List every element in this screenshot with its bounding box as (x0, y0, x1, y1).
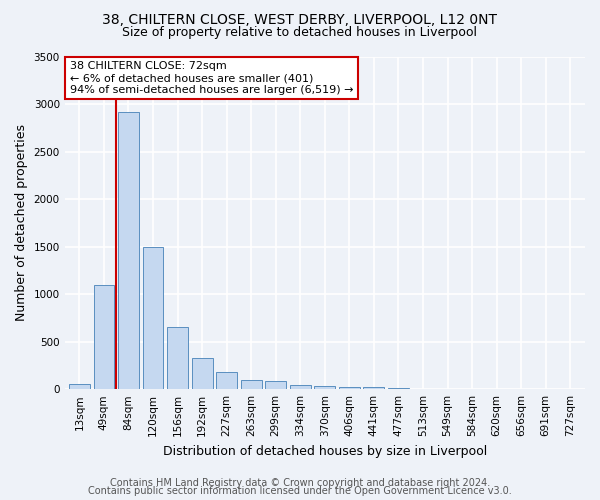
Bar (314, 386, 335, 389)
Text: Contains HM Land Registry data © Crown copyright and database right 2024.: Contains HM Land Registry data © Crown c… (110, 478, 490, 488)
Text: Size of property relative to detached houses in Liverpool: Size of property relative to detached ho… (122, 26, 478, 39)
Bar (265, 381, 286, 389)
Bar (94, 284, 115, 389)
Bar (364, 388, 385, 389)
Bar (388, 388, 409, 389)
Bar (290, 385, 311, 389)
Bar (69, 384, 90, 389)
Bar (118, 112, 139, 389)
Bar (241, 380, 262, 389)
Bar (191, 358, 212, 389)
Bar (167, 328, 188, 389)
Text: Contains public sector information licensed under the Open Government Licence v3: Contains public sector information licen… (88, 486, 512, 496)
Bar (216, 372, 237, 389)
Bar (143, 246, 163, 389)
Text: 38 CHILTERN CLOSE: 72sqm
← 6% of detached houses are smaller (401)
94% of semi-d: 38 CHILTERN CLOSE: 72sqm ← 6% of detache… (70, 62, 353, 94)
Bar (339, 387, 360, 389)
Y-axis label: Number of detached properties: Number of detached properties (15, 124, 28, 322)
X-axis label: Distribution of detached houses by size in Liverpool: Distribution of detached houses by size … (163, 444, 487, 458)
Text: 38, CHILTERN CLOSE, WEST DERBY, LIVERPOOL, L12 0NT: 38, CHILTERN CLOSE, WEST DERBY, LIVERPOO… (103, 12, 497, 26)
